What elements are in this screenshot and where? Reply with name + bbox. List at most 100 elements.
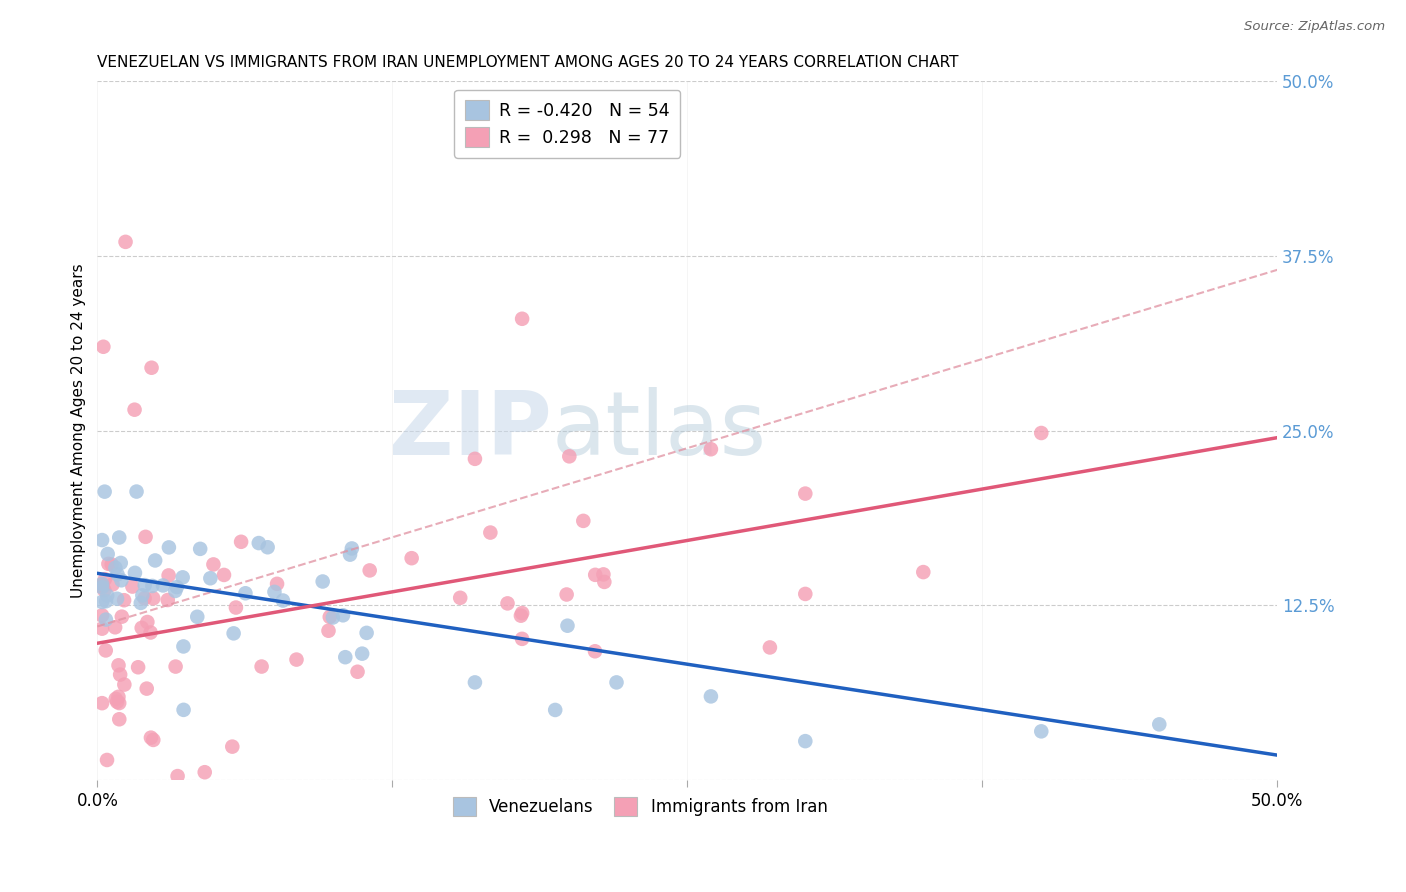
Point <box>346 665 368 679</box>
Point <box>510 632 533 646</box>
Point <box>139 731 162 745</box>
Point <box>94 643 117 657</box>
Point <box>700 442 723 457</box>
Point <box>91 696 114 710</box>
Point <box>156 593 179 607</box>
Point <box>135 681 157 696</box>
Point <box>142 733 165 747</box>
Point <box>318 624 340 638</box>
Point <box>558 450 581 464</box>
Text: atlas: atlas <box>551 387 766 475</box>
Point <box>135 530 157 544</box>
Point <box>165 659 187 673</box>
Point <box>266 577 288 591</box>
Point <box>322 610 344 624</box>
Point <box>352 647 374 661</box>
Point <box>134 591 156 606</box>
Point <box>186 609 208 624</box>
Point <box>157 541 180 555</box>
Point <box>105 591 128 606</box>
Point <box>100 558 122 572</box>
Point <box>97 557 120 571</box>
Point <box>759 640 782 655</box>
Text: VENEZUELAN VS IMMIGRANTS FROM IRAN UNEMPLOYMENT AMONG AGES 20 TO 24 YEARS CORREL: VENEZUELAN VS IMMIGRANTS FROM IRAN UNEMP… <box>97 55 959 70</box>
Text: Source: ZipAtlas.com: Source: ZipAtlas.com <box>1244 20 1385 33</box>
Point <box>1031 724 1053 739</box>
Point <box>340 541 363 556</box>
Point <box>110 556 132 570</box>
Point <box>91 622 114 636</box>
Point <box>312 574 335 589</box>
Point <box>700 690 723 704</box>
Point <box>509 608 531 623</box>
Point <box>91 577 114 591</box>
Point <box>110 574 132 588</box>
Point <box>143 553 166 567</box>
Point <box>94 572 117 586</box>
Point <box>107 567 129 582</box>
Point <box>496 596 519 610</box>
Point <box>593 574 616 589</box>
Point <box>172 640 194 654</box>
Point <box>108 712 131 726</box>
Point <box>121 580 143 594</box>
Point <box>101 577 124 591</box>
Point <box>111 609 134 624</box>
Point <box>91 595 114 609</box>
Point <box>332 608 354 623</box>
Point <box>91 579 114 593</box>
Point <box>127 660 149 674</box>
Point <box>152 578 174 592</box>
Point <box>247 536 270 550</box>
Point <box>464 451 486 466</box>
Point <box>166 580 188 594</box>
Point <box>510 311 533 326</box>
Point <box>335 650 357 665</box>
Point <box>479 525 502 540</box>
Point <box>464 675 486 690</box>
Point <box>107 658 129 673</box>
Point <box>91 580 114 594</box>
Point <box>157 568 180 582</box>
Legend: Venezuelans, Immigrants from Iran: Venezuelans, Immigrants from Iran <box>444 789 835 824</box>
Point <box>105 695 128 709</box>
Point <box>94 594 117 608</box>
Point <box>794 587 817 601</box>
Point <box>108 531 131 545</box>
Point <box>194 765 217 780</box>
Point <box>449 591 471 605</box>
Point <box>188 541 211 556</box>
Point <box>96 589 118 603</box>
Point <box>263 585 285 599</box>
Point <box>583 567 606 582</box>
Point <box>93 583 115 598</box>
Point <box>592 567 614 582</box>
Point <box>141 360 163 375</box>
Point <box>225 600 247 615</box>
Point <box>114 235 136 249</box>
Point <box>131 588 153 602</box>
Point <box>104 692 127 706</box>
Point <box>124 566 146 580</box>
Point <box>285 652 308 666</box>
Point <box>112 593 135 607</box>
Point <box>165 583 187 598</box>
Point <box>172 570 194 584</box>
Point <box>96 753 118 767</box>
Point <box>319 610 342 624</box>
Point <box>91 608 114 623</box>
Point <box>212 568 235 582</box>
Point <box>271 593 294 607</box>
Point <box>202 558 225 572</box>
Point <box>222 626 245 640</box>
Point <box>166 769 188 783</box>
Point <box>142 591 165 606</box>
Point <box>129 596 152 610</box>
Point <box>544 703 567 717</box>
Point <box>235 586 257 600</box>
Point <box>125 484 148 499</box>
Point <box>93 484 115 499</box>
Point <box>104 560 127 574</box>
Point <box>794 486 817 500</box>
Point <box>94 613 117 627</box>
